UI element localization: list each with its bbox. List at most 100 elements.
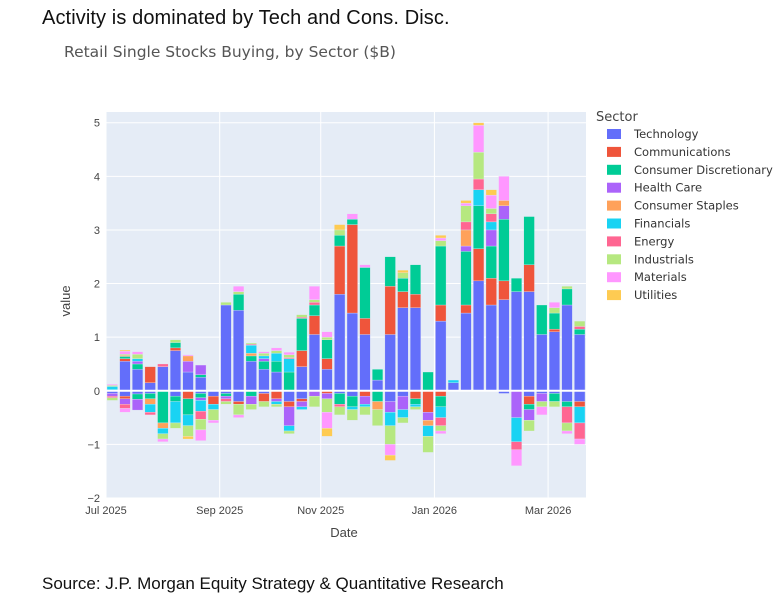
- bar-financials: [271, 401, 282, 405]
- bar-industrials: [422, 436, 434, 453]
- bar-materials: [195, 429, 207, 441]
- bar-industrials: [435, 240, 447, 247]
- bar-communications: [321, 358, 333, 370]
- bar-financials: [144, 404, 156, 413]
- bars: [106, 122, 586, 466]
- bar-consumer-discretionary: [220, 393, 232, 397]
- bar-technology: [485, 304, 497, 391]
- bar-consumer-staples: [372, 401, 384, 410]
- bar-industrials: [233, 404, 245, 416]
- bar-health-care: [359, 395, 371, 405]
- x-tick-label: Mar 2026: [525, 505, 571, 517]
- bar-industrials: [536, 401, 548, 408]
- bar-consumer-discretionary: [536, 304, 548, 335]
- bar-industrials: [170, 339, 181, 343]
- bar-technology: [384, 390, 396, 402]
- bar-technology: [170, 350, 181, 391]
- legend-label-materials: Materials: [634, 270, 687, 284]
- bar-materials: [106, 384, 118, 386]
- bar-health-care: [485, 229, 497, 247]
- week-bar: [574, 320, 586, 445]
- bar-industrials: [435, 425, 447, 432]
- bar-financials: [245, 345, 257, 354]
- bar-communications: [346, 224, 358, 314]
- bar-materials: [271, 347, 282, 351]
- bar-consumer-staples: [460, 229, 472, 247]
- bar-technology: [498, 299, 510, 391]
- y-tick-label: 3: [94, 225, 100, 237]
- bar-financials: [182, 414, 194, 426]
- y-tick-label: 4: [94, 171, 100, 183]
- bar-communications: [548, 328, 560, 332]
- bar-materials: [132, 351, 144, 355]
- bar-industrials: [182, 425, 194, 437]
- week-bar: [372, 369, 384, 426]
- bar-communications: [119, 395, 131, 399]
- bar-industrials: [271, 404, 282, 408]
- bar-financials: [422, 425, 434, 437]
- week-bar: [308, 286, 320, 408]
- x-tick-label: Jan 2026: [412, 505, 457, 517]
- bar-technology: [144, 382, 156, 391]
- bar-materials: [435, 237, 447, 241]
- bar-industrials: [157, 433, 169, 440]
- bar-communications: [258, 393, 270, 402]
- bar-communications: [384, 286, 396, 335]
- headline: Activity is dominated by Tech and Cons. …: [42, 7, 450, 29]
- week-bar: [511, 278, 522, 466]
- x-tick-label: Sep 2025: [196, 505, 243, 517]
- bar-technology: [574, 334, 586, 391]
- bar-energy: [485, 213, 497, 223]
- bar-consumer-discretionary: [296, 318, 308, 351]
- bar-health-care: [220, 395, 232, 399]
- bar-consumer-discretionary: [182, 398, 194, 416]
- bar-consumer-discretionary: [410, 264, 421, 295]
- bar-consumer-staples: [422, 420, 434, 426]
- bar-technology: [359, 334, 371, 391]
- bar-industrials: [119, 354, 131, 356]
- source-note: Source: J.P. Morgan Equity Strategy & Qu…: [42, 574, 504, 593]
- chart-title: Retail Single Stocks Buying, by Sector (…: [64, 43, 396, 61]
- bar-consumer-staples: [498, 200, 510, 206]
- y-tick-label: 1: [94, 332, 100, 344]
- bar-financials: [106, 386, 118, 390]
- week-bar: [182, 354, 194, 440]
- bar-industrials: [548, 307, 560, 314]
- week-bar: [397, 270, 409, 424]
- bar-materials: [321, 331, 333, 338]
- bar-consumer-discretionary: [523, 216, 535, 265]
- week-bar: [460, 200, 472, 391]
- x-tick-label: Jul 2025: [85, 505, 127, 517]
- week-bar: [132, 351, 144, 411]
- legend-swatch-materials: [607, 272, 621, 283]
- bar-consumer-discretionary: [170, 395, 181, 402]
- bar-utilities: [119, 349, 131, 352]
- bar-technology: [195, 377, 207, 391]
- bar-materials: [574, 438, 586, 445]
- bar-materials: [119, 350, 131, 355]
- bar-consumer-discretionary: [157, 390, 169, 424]
- bar-financials: [511, 417, 522, 442]
- bar-health-care: [384, 401, 396, 413]
- bar-industrials: [283, 354, 295, 358]
- bar-industrials: [372, 409, 384, 426]
- bar-consumer-discretionary: [321, 339, 333, 359]
- bar-industrials: [548, 401, 560, 408]
- bar-industrials: [170, 422, 181, 429]
- bar-communications: [410, 294, 421, 308]
- bar-technology: [271, 371, 282, 391]
- bar-financials: [384, 412, 396, 426]
- bar-financials: [397, 409, 409, 418]
- bar-energy: [308, 302, 320, 306]
- bar-materials: [283, 352, 295, 356]
- bar-industrials: [321, 398, 333, 413]
- bar-consumer-discretionary: [233, 294, 245, 311]
- bar-energy: [195, 410, 207, 420]
- legend-swatch-financials: [607, 218, 621, 229]
- bar-utilities: [460, 200, 472, 204]
- bar-industrials: [271, 350, 282, 354]
- week-bar: [296, 314, 308, 410]
- bar-industrials: [308, 299, 320, 303]
- bar-energy: [106, 395, 118, 398]
- bar-communications: [523, 264, 535, 292]
